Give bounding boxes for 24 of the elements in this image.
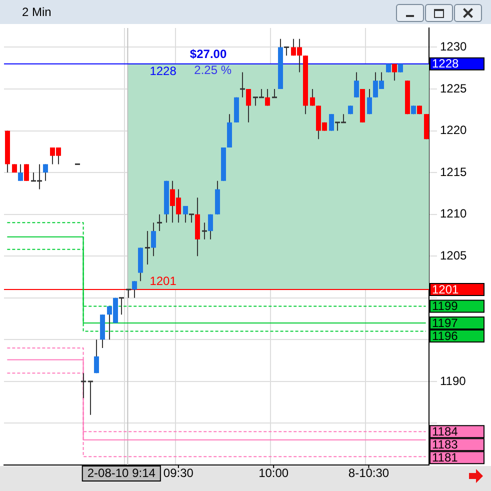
- y-tick-label: 1230: [440, 40, 468, 54]
- ref-line-label: 1228: [150, 64, 177, 78]
- ref-line-label: 1201: [150, 274, 177, 288]
- y-tick-label: 1205: [440, 248, 468, 262]
- x-tick-label: 8-10:30: [348, 466, 390, 480]
- data-label: 1183: [432, 437, 458, 452]
- annotation: 2.25 %: [194, 63, 232, 78]
- y-tick-label: 1225: [440, 81, 468, 96]
- text: 1201: [432, 282, 459, 296]
- data-label: 1184: [432, 424, 458, 438]
- data-label: 1199: [432, 299, 458, 314]
- y-tick-label: 1210: [440, 206, 468, 221]
- band-label: $27.00: [190, 47, 227, 62]
- data-label: 1196: [432, 328, 458, 343]
- data-label: 1181: [432, 450, 458, 464]
- text: 1228: [432, 56, 459, 71]
- x-tick-label: 09:30: [163, 466, 194, 480]
- chart-title: 2 Min: [22, 5, 52, 19]
- y-tick-label: 1220: [440, 123, 468, 138]
- x-tick-label: 10:00: [258, 466, 289, 480]
- data-label: 1197: [432, 316, 458, 330]
- y-tick-label: 1215: [440, 164, 468, 179]
- x-tick-label: 2-08-10 9:14: [87, 466, 156, 480]
- y-tick-label: 1190: [440, 374, 466, 388]
